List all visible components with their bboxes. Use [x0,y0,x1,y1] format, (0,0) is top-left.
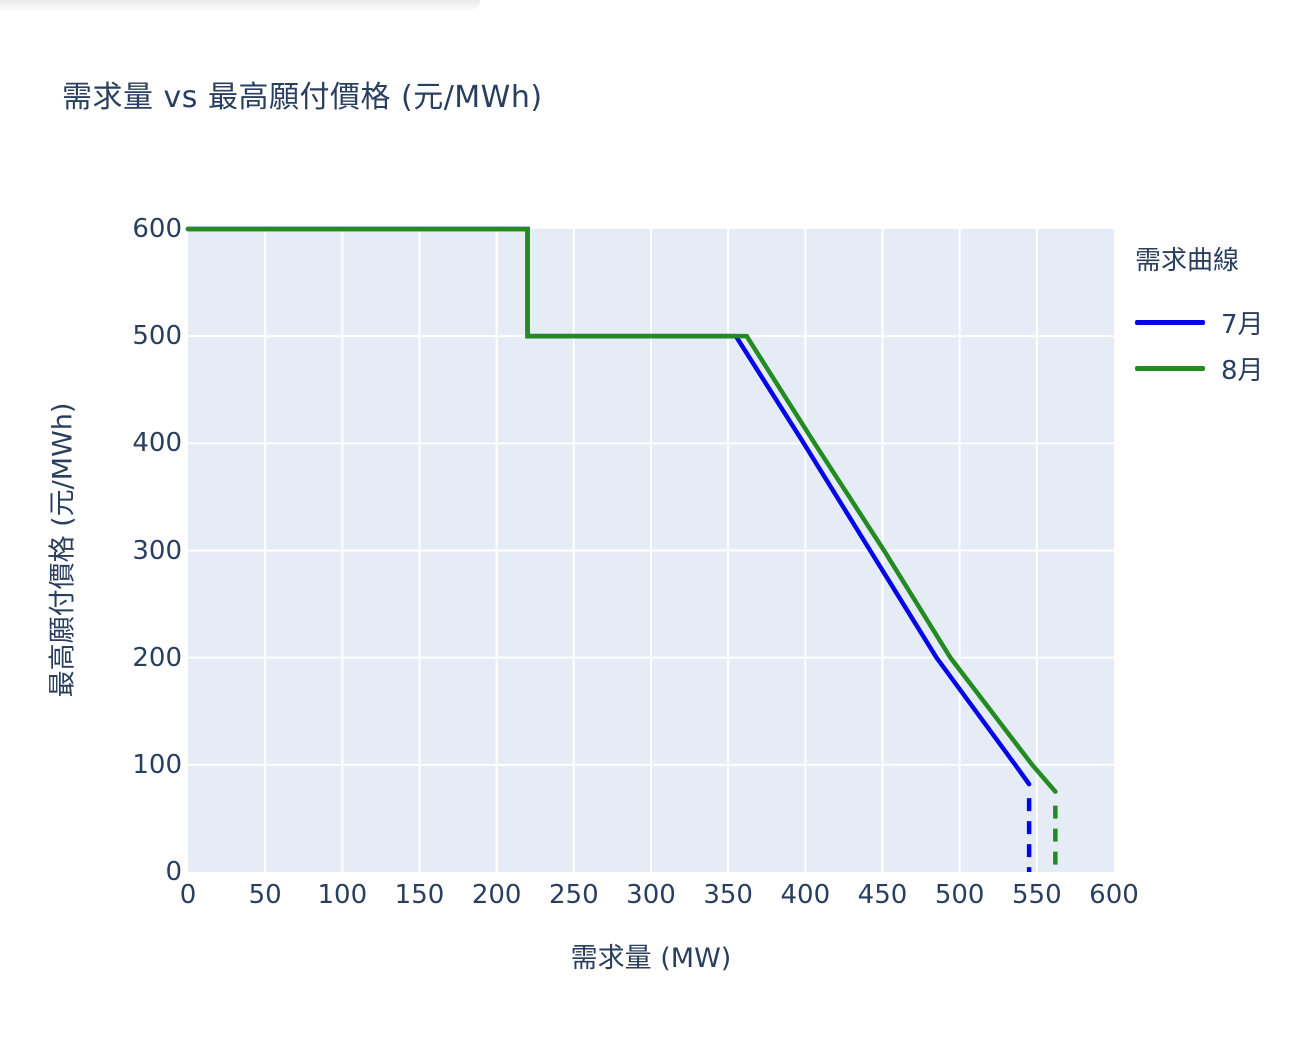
y-tick-label-0: 0 [165,857,182,887]
y-tick-label-600: 600 [132,214,182,244]
y-axis-title: 最高願付價格 (元/MWh) [47,402,79,698]
x-tick-label-400: 400 [780,880,831,910]
screenshot-top-shadow-artifact [0,0,480,12]
legend-entry-july[interactable]: 7月 [1135,299,1264,345]
y-tick-label-500: 500 [132,321,182,352]
x-tick-label-100: 100 [317,880,368,910]
x-tick-label-250: 250 [549,880,599,910]
chart-title: 需求量 vs 最高願付價格 (元/MWh) [62,80,543,115]
july-line-swatch [1135,319,1205,325]
x-tick-label-450: 450 [857,880,908,910]
x-axis-title: 需求量 (MW) [570,943,732,974]
legend-title: 需求曲線 [1135,246,1240,276]
y-tick-label-100: 100 [132,749,182,780]
x-tick-label-350: 350 [703,880,753,910]
x-tick-label-550: 550 [1012,880,1062,910]
legend-label-july: 7月 [1221,309,1264,340]
y-tick-label-200: 200 [132,642,182,673]
y-tick-label-400: 400 [132,428,182,459]
x-tick-label-300: 300 [626,880,676,910]
x-tick-label-150: 150 [394,880,445,910]
legend-entry-august[interactable]: 8月 [1135,345,1264,391]
x-tick-label-600: 600 [1089,880,1139,910]
legend-label-august: 8月 [1221,355,1264,386]
x-tick-label-50: 50 [248,880,282,910]
y-tick-label-300: 300 [132,535,182,566]
legend: 需求曲線 7月 8月 [1135,240,1264,391]
august-line-swatch [1135,365,1205,371]
x-tick-label-500: 500 [934,880,985,910]
x-tick-label-200: 200 [471,880,522,910]
x-tick-label-0: 0 [179,880,197,910]
